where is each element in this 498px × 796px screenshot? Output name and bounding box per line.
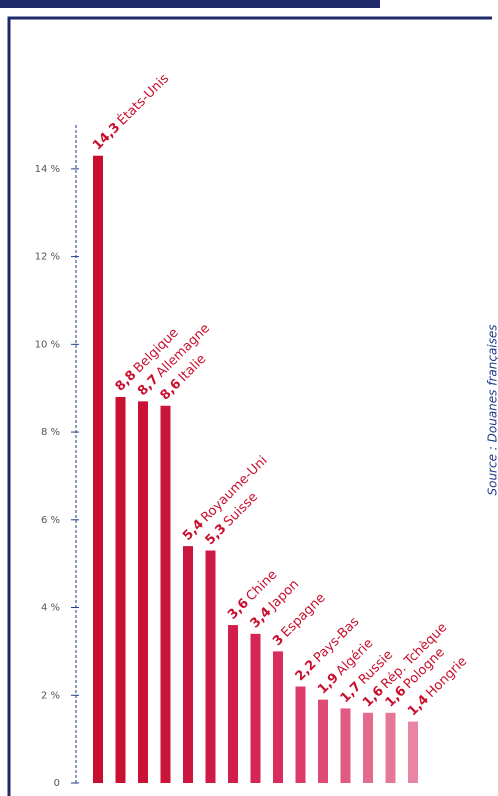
value-label: 14,3 xyxy=(90,120,123,153)
source: Source : Douanes françaises xyxy=(486,324,498,495)
bar xyxy=(138,401,148,783)
y-tick-label: 2 % xyxy=(41,690,60,701)
y-tick-label: 10 % xyxy=(35,339,60,350)
y-tick-label: 12 % xyxy=(35,252,60,263)
bar xyxy=(115,396,126,783)
y-tick-label: 6 % xyxy=(41,515,60,526)
bar xyxy=(160,405,171,783)
value-label: 3,4 xyxy=(247,604,274,631)
bar xyxy=(295,686,306,783)
bar xyxy=(363,712,373,783)
value-label: 5,4 xyxy=(180,517,207,544)
bar xyxy=(228,625,238,783)
y-tick-label: 4 % xyxy=(41,603,60,614)
bar xyxy=(385,712,396,783)
value-label: 3,6 xyxy=(225,595,252,622)
value-label: 5,3 xyxy=(202,521,229,548)
frame xyxy=(7,16,492,796)
bar xyxy=(273,651,283,783)
value-label: 8,7 xyxy=(135,372,162,399)
bar xyxy=(183,546,193,783)
bar xyxy=(408,721,418,783)
category-label: États-Unis xyxy=(114,70,172,128)
bar xyxy=(340,708,351,783)
bar xyxy=(205,550,216,783)
value-label: 1,7 xyxy=(337,679,364,706)
bar xyxy=(250,633,261,783)
value-label: 8,8 xyxy=(112,367,139,394)
value-label: 1,4 xyxy=(405,692,432,719)
value-label: 1,9 xyxy=(315,670,342,697)
bar-label: 14,3États-Unis xyxy=(89,70,172,153)
value-label: 2,2 xyxy=(292,657,319,684)
y-tick-label: 0 xyxy=(54,778,60,789)
bar xyxy=(93,155,103,783)
value-label: 8,6 xyxy=(157,376,184,403)
value-label: 1,6 xyxy=(360,683,387,710)
y-tick-label: 8 % xyxy=(41,427,60,438)
title-band xyxy=(0,0,380,8)
bar xyxy=(318,699,328,783)
y-tick-label: 14 % xyxy=(35,164,60,175)
